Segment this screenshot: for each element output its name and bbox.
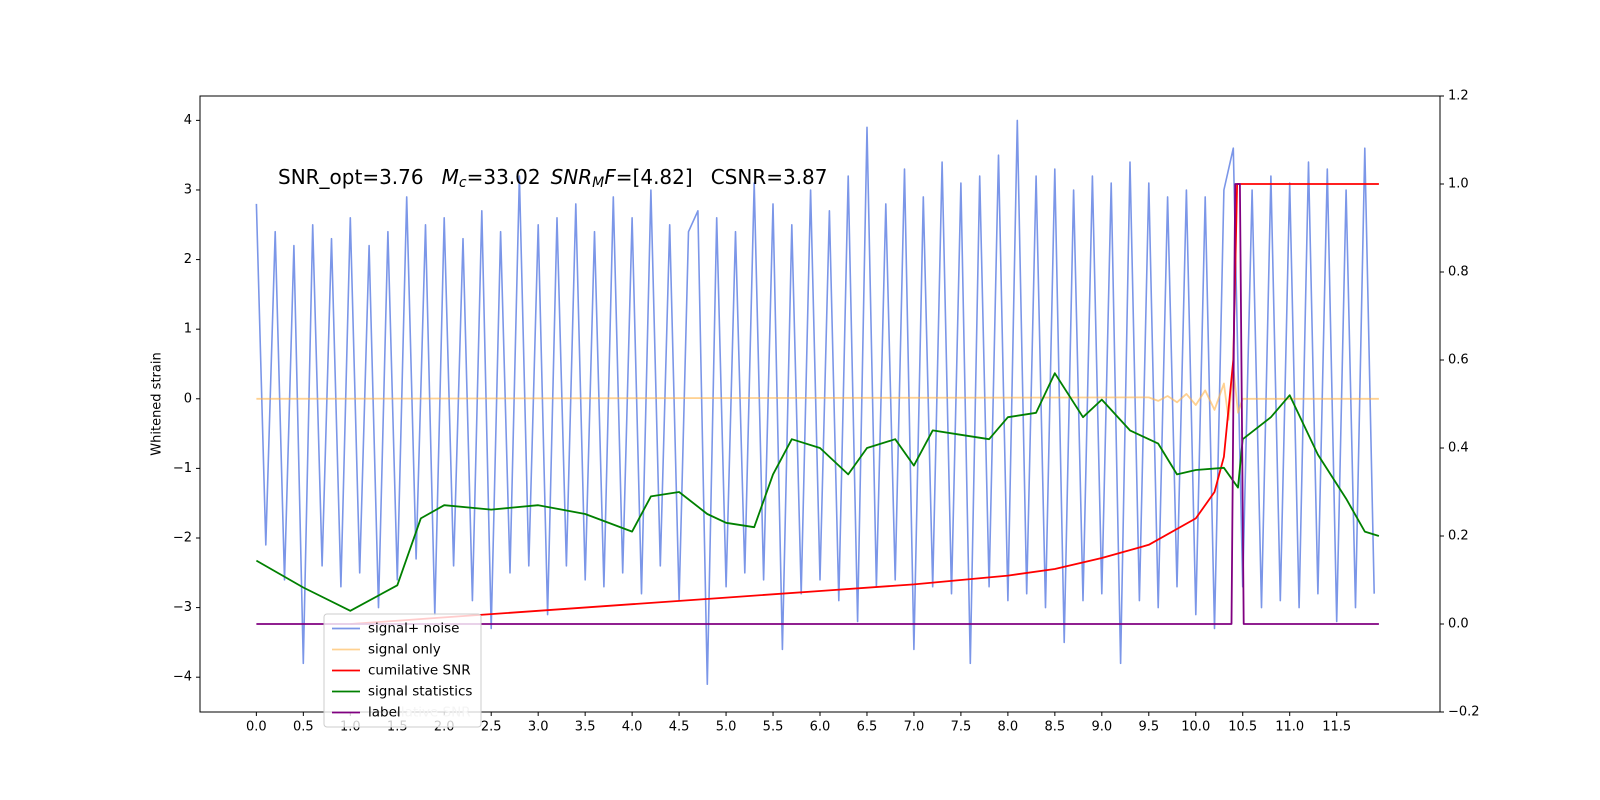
- x-tick-label: 4.5: [669, 720, 690, 735]
- legend-label: label: [368, 705, 401, 721]
- x-tick-label: 0.5: [293, 720, 314, 735]
- x-tick-label: 3.5: [575, 720, 596, 735]
- annotation-part: CSNR=3.87: [711, 165, 828, 189]
- y-tick-label: −4: [173, 670, 192, 685]
- y-tick-label: 0: [184, 391, 192, 406]
- x-tick-label: 11.0: [1275, 720, 1304, 735]
- y2-tick-label: 0.2: [1448, 529, 1469, 544]
- annotation-part: F: [604, 165, 616, 189]
- legend-label: signal only: [368, 642, 441, 658]
- x-tick-label: 9.0: [1091, 720, 1112, 735]
- x-tick-label: 7.0: [904, 720, 925, 735]
- annotation-part: SNR: [551, 165, 593, 189]
- x-tick-label: 2.5: [481, 720, 502, 735]
- x-tick-label: 3.0: [528, 720, 549, 735]
- annotation-part: M: [592, 175, 604, 191]
- series-line: [256, 183, 1379, 625]
- y2-tick-label: 0.0: [1448, 617, 1469, 632]
- x-tick-label: 4.0: [622, 720, 643, 735]
- x-tick-label: 0.0: [246, 720, 267, 735]
- x-tick-label: 5.0: [716, 720, 737, 735]
- x-tick-label: 6.5: [857, 720, 878, 735]
- y-tick-label: −3: [173, 600, 192, 615]
- x-tick-label: 10.5: [1228, 720, 1257, 735]
- y-axis-label: Whitened strain: [150, 352, 165, 455]
- legend-box: [323, 613, 482, 728]
- x-tick-label: 9.5: [1138, 720, 1159, 735]
- y-tick-label: 1: [184, 322, 192, 337]
- series-line: [255, 119, 1375, 685]
- x-tick-label: 6.0: [810, 720, 831, 735]
- annotation-part: M: [442, 165, 459, 189]
- x-tick-label: 11.5: [1322, 720, 1351, 735]
- series-line: [256, 366, 1379, 421]
- y-tick-label: 2: [184, 252, 192, 267]
- x-tick-label: 5.5: [763, 720, 784, 735]
- y2-tick-label: 1.2: [1448, 89, 1469, 104]
- y-tick-label: −1: [173, 461, 192, 476]
- y2-tick-label: 0.4: [1448, 441, 1469, 456]
- y2-tick-label: 1.0: [1448, 177, 1469, 192]
- x-tick-label: 8.0: [998, 720, 1019, 735]
- legend-label: signal+ noise: [368, 621, 459, 637]
- annotation-part: =[4.82]: [616, 165, 693, 189]
- annotation-part: SNR_opt=3.76: [278, 165, 424, 189]
- x-tick-label: 7.5: [951, 720, 972, 735]
- x-tick-label: 10.0: [1181, 720, 1210, 735]
- legend-label: cumilative SNR: [368, 663, 471, 679]
- plot-area: [255, 119, 1380, 685]
- y2-tick-label: −0.2: [1448, 705, 1480, 720]
- legend-label: signal statistics: [368, 684, 472, 700]
- y-tick-label: −2: [173, 530, 192, 545]
- series-line: [255, 372, 1380, 612]
- y-tick-label: 3: [184, 182, 192, 197]
- y2-tick-label: 0.8: [1448, 265, 1469, 280]
- annotation: SNR_opt=3.76 Mc=33.02 SNRMF=[4.82] CSNR=3.8…: [278, 165, 828, 192]
- annotation-part: =33.02: [467, 165, 541, 189]
- y2-tick-label: 0.6: [1448, 353, 1469, 368]
- y-tick-label: 4: [184, 113, 192, 128]
- x-tick-label: 8.5: [1045, 720, 1066, 735]
- annotation-part: c: [459, 175, 467, 191]
